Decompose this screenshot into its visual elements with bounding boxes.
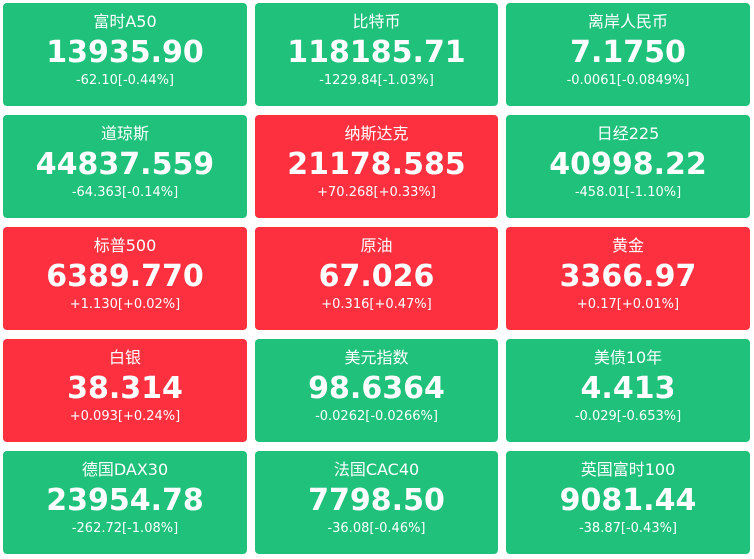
quote-tile-silver[interactable]: 白银 38.314 +0.093[+0.24%] bbox=[3, 339, 247, 442]
quote-name: 黄金 bbox=[611, 236, 644, 255]
quote-price: 44837.559 bbox=[35, 147, 215, 182]
quote-tile-us-10y-treasury[interactable]: 美债10年 4.413 -0.029[-0.653%] bbox=[506, 339, 750, 442]
quote-price: 40998.22 bbox=[549, 147, 707, 182]
quote-change: +0.093[+0.24%] bbox=[69, 409, 181, 424]
quote-price: 6389.770 bbox=[46, 259, 204, 294]
quote-name: 美债10年 bbox=[593, 348, 663, 367]
quote-name: 英国富时100 bbox=[580, 460, 676, 479]
quote-change: -1229.84[-1.03%] bbox=[319, 73, 434, 88]
quote-tile-dow-jones[interactable]: 道琼斯 44837.559 -64.363[-0.14%] bbox=[3, 115, 247, 218]
quote-change: -0.0061[-0.0849%] bbox=[566, 73, 690, 88]
quote-name: 美元指数 bbox=[344, 348, 409, 367]
quote-change: -36.08[-0.46%] bbox=[327, 521, 426, 536]
quote-price: 4.413 bbox=[580, 371, 676, 406]
quote-name: 德国DAX30 bbox=[81, 460, 169, 479]
quote-tile-nasdaq[interactable]: 纳斯达克 21178.585 +70.268[+0.33%] bbox=[255, 115, 498, 218]
quote-name: 富时A50 bbox=[93, 12, 157, 31]
quote-name: 离岸人民币 bbox=[587, 12, 668, 31]
quote-tile-dollar-index[interactable]: 美元指数 98.6364 -0.0262[-0.0266%] bbox=[255, 339, 498, 442]
quote-name: 原油 bbox=[360, 236, 393, 255]
quote-price: 21178.585 bbox=[287, 147, 466, 182]
quote-price: 67.026 bbox=[318, 259, 435, 294]
quote-tile-ftse-a50[interactable]: 富时A50 13935.90 -62.10[-0.44%] bbox=[3, 3, 247, 106]
quote-change: -458.01[-1.10%] bbox=[574, 185, 682, 200]
quote-change: -64.363[-0.14%] bbox=[71, 185, 179, 200]
quote-price: 13935.90 bbox=[46, 35, 204, 70]
quote-price: 7.1750 bbox=[570, 35, 686, 70]
quote-price: 23954.78 bbox=[46, 483, 204, 518]
quote-change: +70.268[+0.33%] bbox=[317, 185, 436, 200]
quote-change: -38.87[-0.43%] bbox=[578, 521, 678, 536]
quote-change: +1.130[+0.02%] bbox=[69, 297, 181, 312]
quote-tile-nikkei-225[interactable]: 日经225 40998.22 -458.01[-1.10%] bbox=[506, 115, 750, 218]
quote-tile-crude-oil[interactable]: 原油 67.026 +0.316[+0.47%] bbox=[255, 227, 498, 330]
quote-name: 日经225 bbox=[596, 124, 660, 143]
quote-price: 98.6364 bbox=[308, 371, 445, 406]
quote-tile-sp500[interactable]: 标普500 6389.770 +1.130[+0.02%] bbox=[3, 227, 247, 330]
quote-change: -262.72[-1.08%] bbox=[71, 521, 179, 536]
quote-tile-dax30[interactable]: 德国DAX30 23954.78 -262.72[-1.08%] bbox=[3, 451, 247, 554]
quote-tile-bitcoin[interactable]: 比特币 118185.71 -1229.84[-1.03%] bbox=[255, 3, 498, 106]
quote-change: -0.0262[-0.0266%] bbox=[315, 409, 438, 424]
quote-tile-gold[interactable]: 黄金 3366.97 +0.17[+0.01%] bbox=[506, 227, 750, 330]
quote-name: 标普500 bbox=[93, 236, 157, 255]
quote-price: 38.314 bbox=[67, 371, 183, 406]
quote-name: 比特币 bbox=[352, 12, 401, 31]
quote-tile-offshore-cny[interactable]: 离岸人民币 7.1750 -0.0061[-0.0849%] bbox=[506, 3, 750, 106]
quote-name: 纳斯达克 bbox=[344, 124, 409, 143]
market-quote-grid: 富时A50 13935.90 -62.10[-0.44%] 比特币 118185… bbox=[3, 3, 750, 554]
quote-price: 3366.97 bbox=[559, 259, 697, 294]
quote-price: 7798.50 bbox=[308, 483, 445, 518]
quote-change: -62.10[-0.44%] bbox=[75, 73, 175, 88]
quote-name: 法国CAC40 bbox=[333, 460, 420, 479]
quote-tile-cac40[interactable]: 法国CAC40 7798.50 -36.08[-0.46%] bbox=[255, 451, 498, 554]
quote-change: +0.17[+0.01%] bbox=[576, 297, 680, 312]
quote-change: +0.316[+0.47%] bbox=[321, 297, 432, 312]
quote-price: 9081.44 bbox=[559, 483, 697, 518]
quote-price: 118185.71 bbox=[287, 35, 466, 70]
quote-tile-ftse-100[interactable]: 英国富时100 9081.44 -38.87[-0.43%] bbox=[506, 451, 750, 554]
quote-change: -0.029[-0.653%] bbox=[574, 409, 682, 424]
quote-name: 白银 bbox=[108, 348, 141, 367]
quote-name: 道琼斯 bbox=[100, 124, 149, 143]
